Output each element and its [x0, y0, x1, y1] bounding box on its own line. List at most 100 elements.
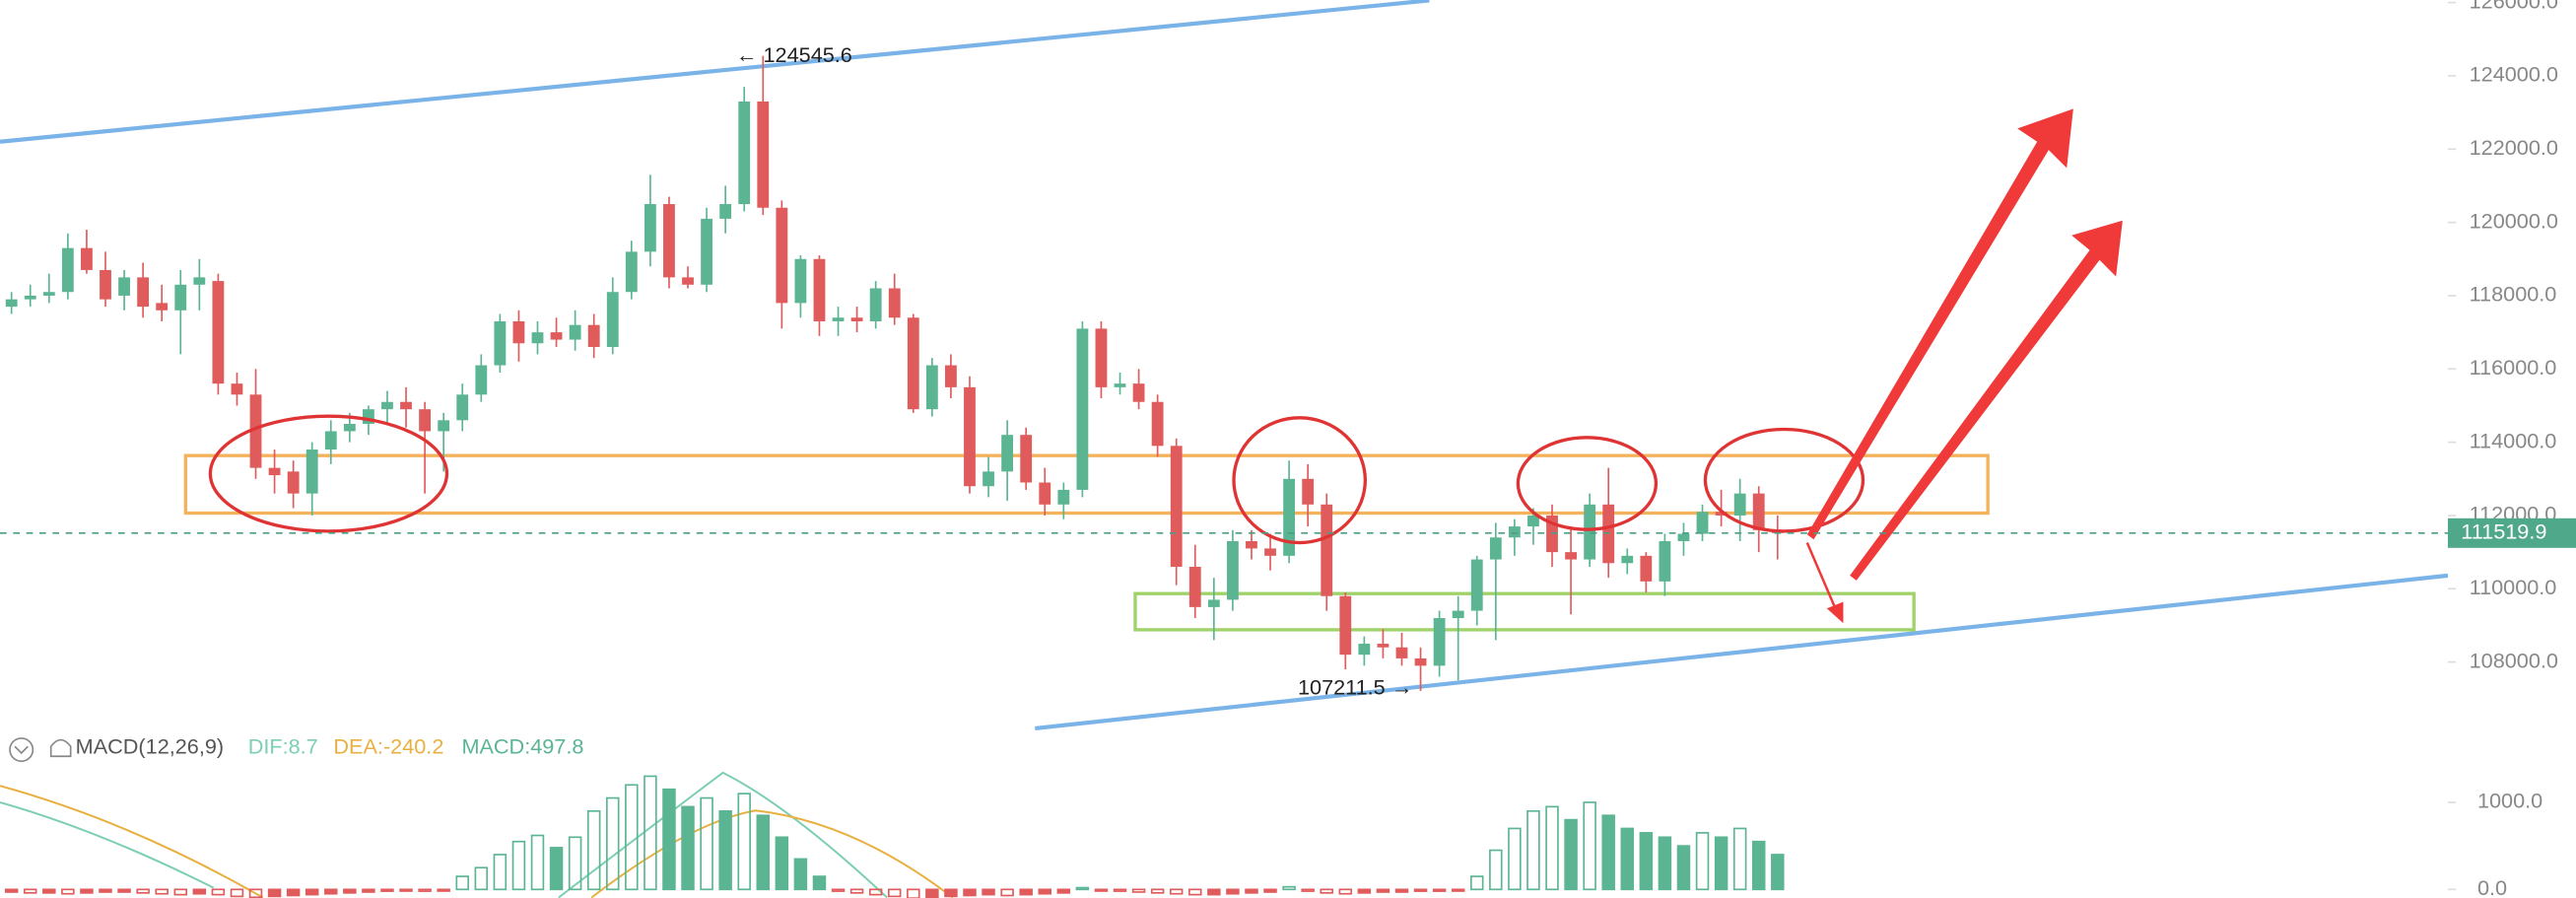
candle-body [324, 431, 337, 450]
candle-body [1508, 526, 1521, 538]
dif: DIF:8.7 [248, 734, 318, 759]
candle-body [305, 449, 318, 494]
candle-body [1696, 512, 1709, 534]
candle-body [1132, 383, 1145, 402]
macd-bar [1508, 827, 1522, 891]
macd-bar [1526, 809, 1540, 891]
candle-body [438, 420, 450, 432]
arrow [1806, 108, 2073, 540]
macd-bar [887, 888, 902, 898]
candle-body [1527, 515, 1539, 527]
candle-body [1659, 540, 1671, 582]
candle-body [1207, 599, 1220, 607]
candle-body [738, 101, 751, 205]
macd-bar [1150, 888, 1165, 894]
y-tick-label: 108000.0 [2470, 648, 2558, 672]
candle-body [193, 277, 206, 285]
candle-body [569, 324, 581, 340]
macd-bar [1394, 888, 1409, 893]
dif-line [558, 771, 888, 898]
macd-bar [437, 888, 450, 892]
candle-body [1039, 482, 1051, 505]
macd-bar [1432, 888, 1447, 892]
y-tick-label: 114000.0 [2470, 428, 2557, 452]
candle-body [983, 471, 994, 487]
candle-body [1621, 555, 1634, 564]
candle-body [400, 401, 412, 410]
candle-body [118, 277, 130, 296]
candle-body [137, 277, 150, 308]
macd-bar [1583, 801, 1596, 891]
candle-body [1433, 618, 1446, 666]
macd-bar [211, 888, 226, 896]
candle-body [1057, 489, 1070, 505]
candle-body [869, 288, 882, 321]
macd-bar [305, 888, 319, 896]
candle-body [1076, 328, 1089, 490]
candle-body [24, 295, 36, 300]
candle-body [475, 365, 488, 395]
macd-bar [230, 888, 244, 898]
macd-bar [117, 888, 131, 893]
candle-body [606, 292, 619, 347]
candle-body [813, 258, 826, 321]
arrow [1805, 542, 1838, 613]
macd-bar [511, 840, 526, 891]
candles [5, 55, 1784, 691]
trend-line [1035, 573, 2449, 730]
macd-bar [380, 888, 394, 892]
candle-body [925, 365, 938, 410]
macd-bar [1263, 888, 1277, 893]
candle-body [1095, 328, 1108, 387]
candle-body [1321, 504, 1333, 596]
collapse-icon[interactable] [9, 737, 34, 763]
macd-value: MACD:497.8 [461, 734, 583, 759]
macd-bar [1695, 832, 1710, 891]
macd-bar [1131, 888, 1146, 893]
macd-bar [1771, 854, 1785, 891]
y-tick-label: 124000.0 [2470, 62, 2558, 87]
macd-bar [42, 888, 56, 894]
candle-body [1188, 566, 1201, 607]
candle-body [5, 299, 18, 308]
candle-body [1489, 537, 1502, 560]
macd-bar [925, 888, 939, 898]
bell-icon[interactable] [49, 738, 72, 758]
macd-bar [1226, 888, 1240, 895]
macd-bar [286, 888, 301, 897]
macd-bar [1188, 888, 1202, 896]
macd-bar [136, 888, 150, 894]
candle-body [550, 332, 563, 340]
macd-bar [1413, 888, 1428, 892]
macd-bar [737, 793, 751, 891]
candle-body [1733, 493, 1746, 516]
candle-body [81, 247, 93, 270]
circle [1232, 416, 1368, 545]
candle-body [719, 204, 732, 219]
macd-bar [775, 836, 789, 891]
candle-body [1170, 446, 1183, 567]
macd-bar [644, 775, 657, 891]
macd-bar [23, 888, 37, 894]
macd-bar [963, 888, 977, 897]
last-price-tag [2447, 518, 2576, 548]
candle-body [850, 317, 863, 321]
candle-body [419, 409, 432, 432]
candle-body [1452, 610, 1464, 619]
macd-bar [1714, 836, 1729, 891]
macd-bar [1338, 888, 1353, 895]
candle-body [212, 281, 225, 384]
macd-title: MACD(12,26,9) [76, 734, 224, 759]
candle-body [794, 258, 807, 304]
candle-body [1246, 540, 1257, 549]
circle [1516, 436, 1659, 531]
candle-body [1470, 559, 1483, 611]
macd-lines [0, 771, 954, 898]
macd-bar [399, 888, 413, 892]
high-annotation: ← 124545.6 [736, 42, 852, 67]
low-annotation: 107211.5 → [1298, 675, 1412, 700]
candle-body [1226, 540, 1239, 600]
macd-bar [1376, 888, 1390, 893]
candle-body [1264, 548, 1276, 556]
macd-bar [1545, 805, 1559, 891]
